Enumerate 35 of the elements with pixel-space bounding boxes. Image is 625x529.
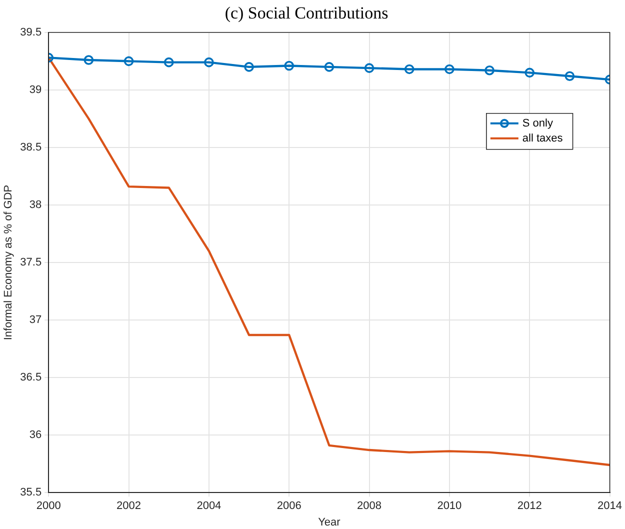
legend-label: S only (522, 117, 554, 130)
point (84, 55, 94, 65)
x-tick-label: 2014 (598, 500, 622, 512)
x-tick-label: 2002 (116, 500, 142, 512)
point (324, 62, 334, 72)
y-axis-title: Informal Economy as % of GDP (2, 184, 15, 340)
point (244, 62, 254, 72)
y-tick-label: 37 (29, 314, 42, 326)
y-tick-label: 36 (29, 429, 42, 442)
legend-label: all taxes (522, 132, 564, 144)
y-tick-label: 35.5 (20, 486, 42, 499)
x-tick-label: 2012 (517, 500, 542, 512)
x-tick-label: 2010 (437, 500, 462, 512)
x-tick-label: 2000 (36, 500, 61, 512)
x-tick-label: 2006 (276, 500, 302, 512)
y-tick-label: 39.5 (20, 26, 42, 38)
point (204, 57, 214, 68)
y-tick-label: 37.5 (20, 256, 42, 269)
y-tick-label: 39 (29, 84, 42, 96)
y-tick-label: 38 (29, 199, 42, 212)
x-tick-label: 2008 (357, 500, 382, 512)
y-tick-label: 36.5 (20, 372, 42, 384)
point (164, 57, 174, 68)
point (404, 64, 414, 74)
point (524, 68, 534, 78)
point (564, 71, 575, 82)
x-axis-title: Year (318, 516, 341, 528)
point (124, 56, 134, 66)
chart-title: (c) Social Contributions (224, 4, 388, 23)
point (484, 65, 494, 76)
point (444, 64, 454, 74)
x-tick-label: 2004 (196, 500, 222, 512)
point (284, 60, 294, 71)
point (364, 63, 374, 73)
y-tick-label: 38.5 (20, 141, 42, 154)
